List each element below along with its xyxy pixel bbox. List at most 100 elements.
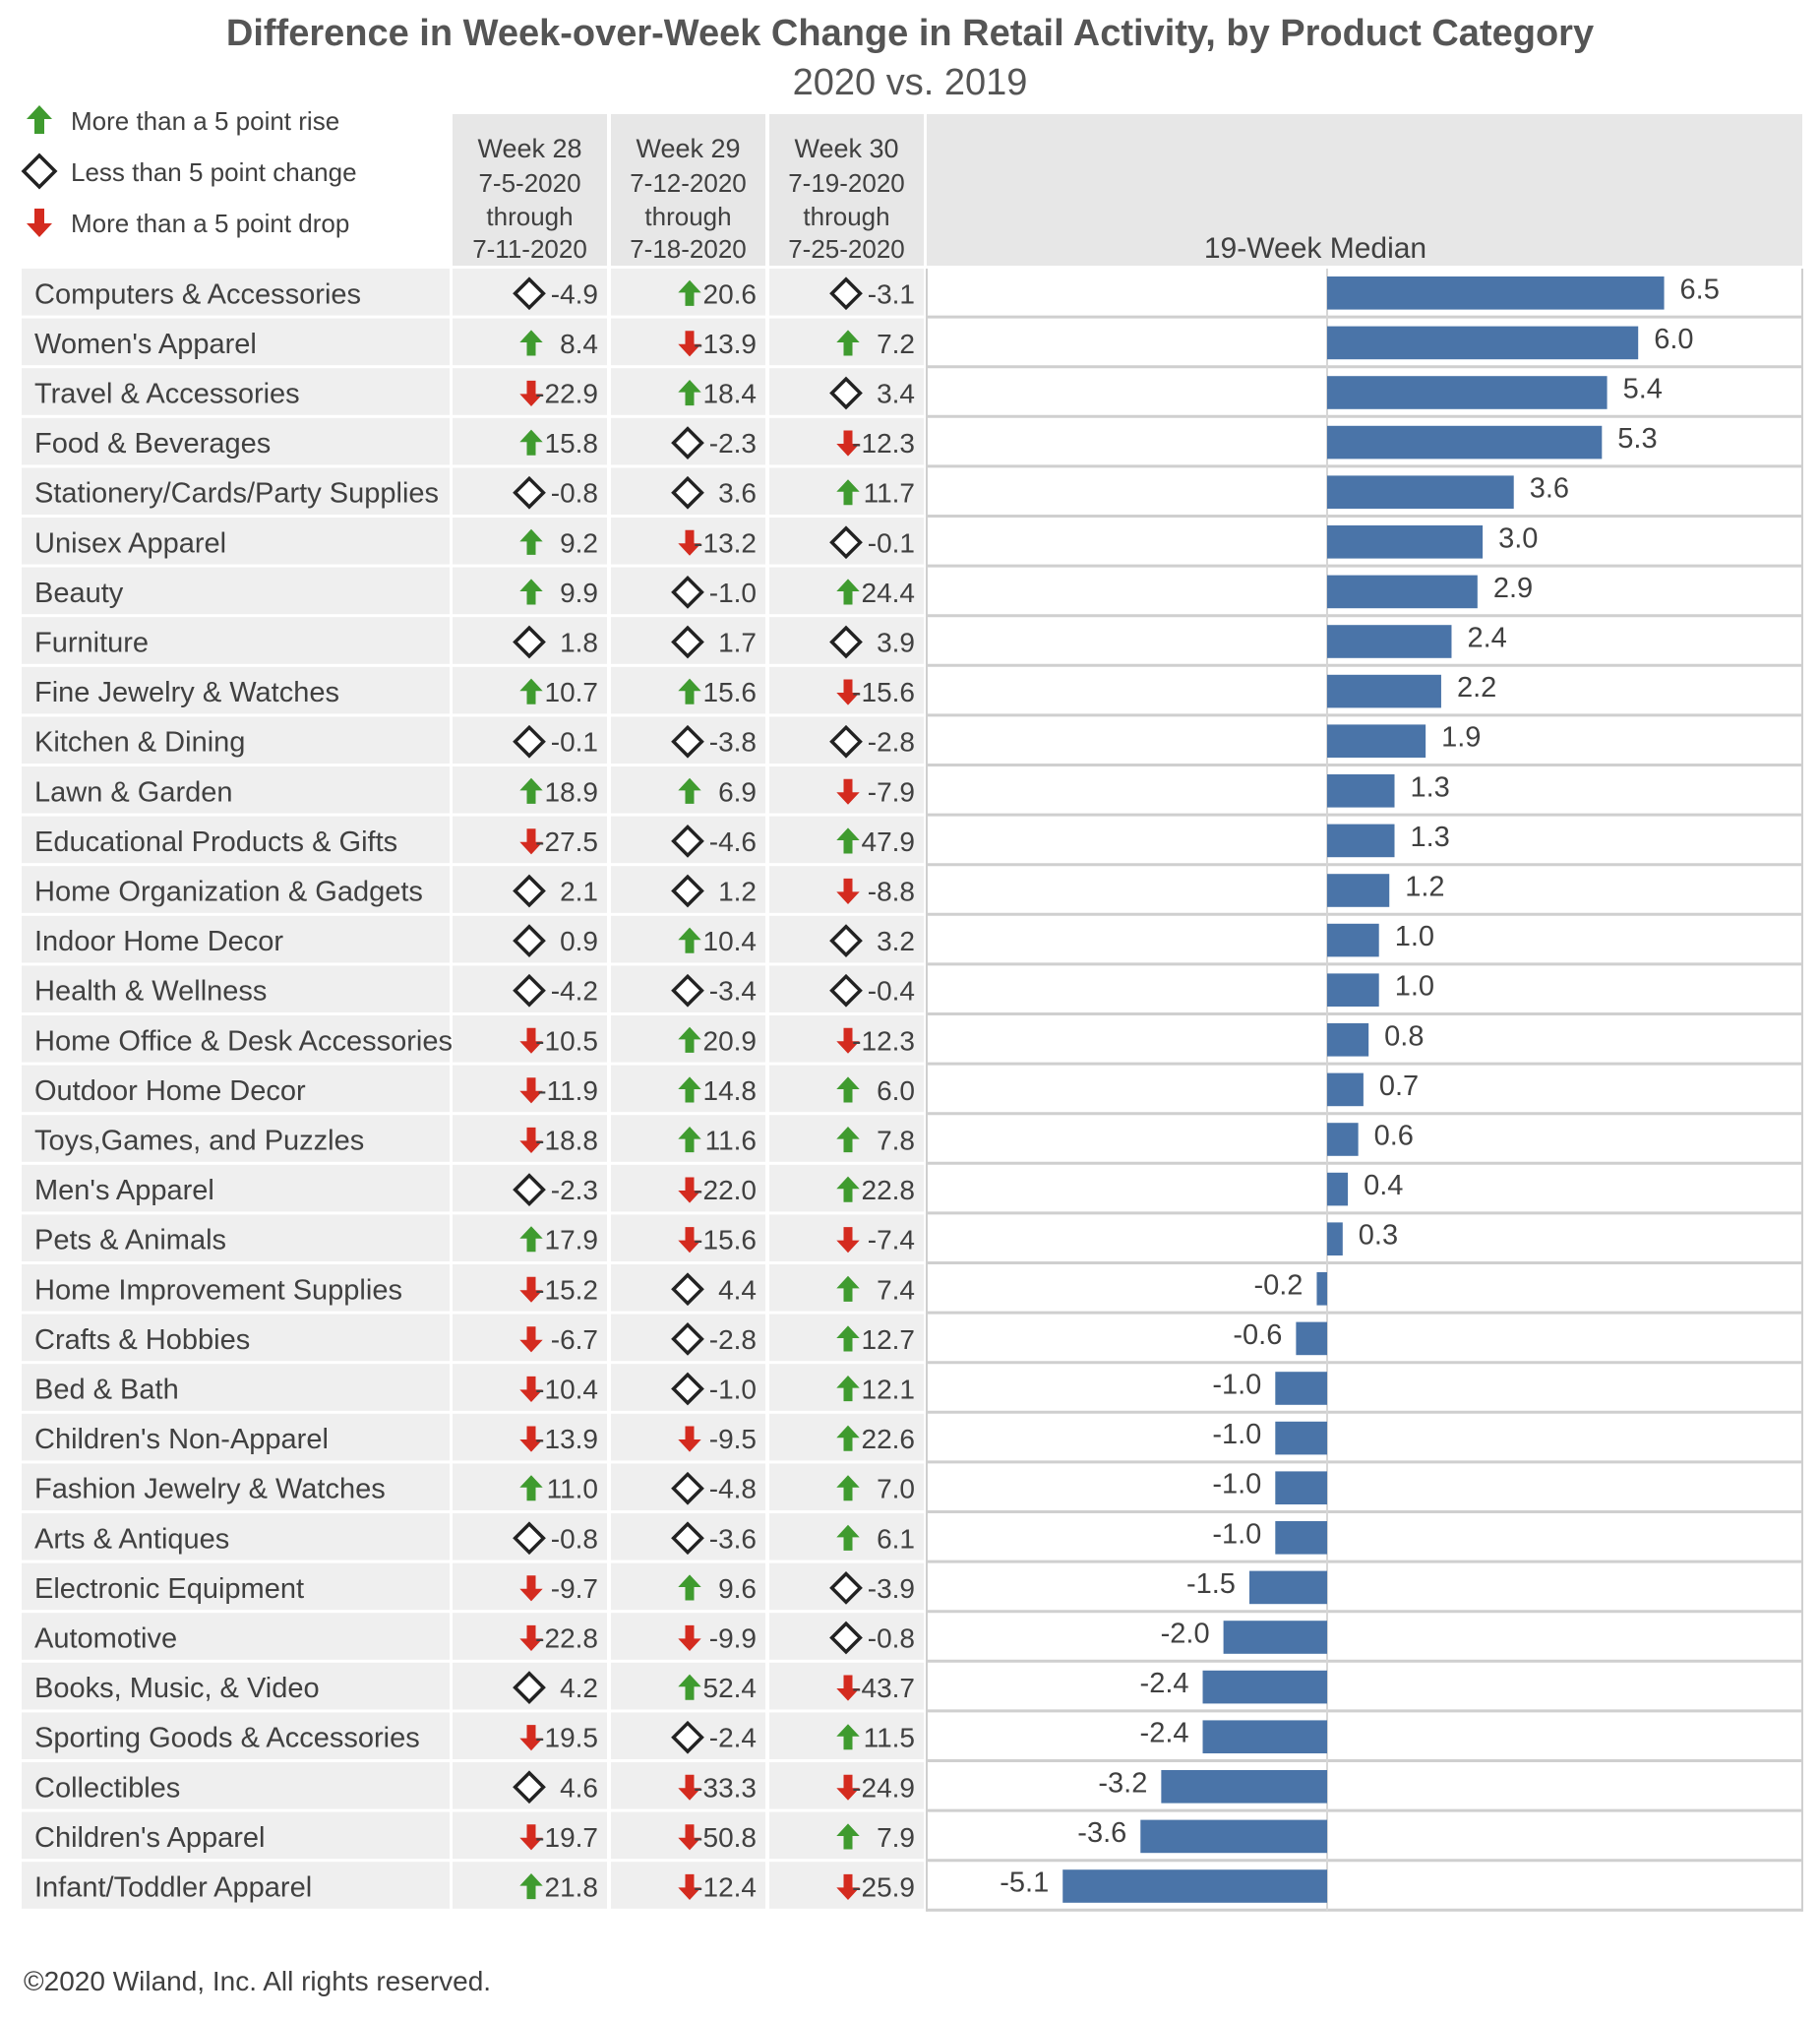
median-value-label: 5.3 (1617, 423, 1657, 455)
change-diamond-icon (513, 1671, 546, 1704)
median-value-label: -1.5 (1186, 1568, 1236, 1600)
median-bar (1161, 1770, 1327, 1804)
median-bar (1327, 1123, 1359, 1156)
median-bar (1296, 1321, 1327, 1356)
week29-value: -2.3 (709, 428, 757, 459)
week28-value: -10.4 (535, 1375, 598, 1405)
median-cell (927, 1463, 1802, 1510)
category-label: Health & Wellness (34, 976, 267, 1008)
change-up-arrow-icon (836, 579, 860, 605)
change-diamond-icon (671, 1372, 704, 1406)
median-bar (1327, 1023, 1369, 1057)
week30-value: 6.0 (877, 1075, 915, 1106)
category-label: Home Office & Desk Accessories (34, 1025, 453, 1057)
median-bar (1327, 824, 1395, 858)
legend-label: More than a 5 point rise (71, 106, 339, 136)
week28-value: -0.8 (551, 478, 598, 509)
change-up-arrow-icon (519, 1226, 543, 1253)
change-up-arrow-icon (519, 1873, 543, 1900)
week28-value: -11.9 (537, 1075, 598, 1106)
change-up-arrow-icon (678, 927, 701, 953)
median-value-label: -5.1 (1000, 1867, 1049, 1899)
median-bar (1275, 1521, 1327, 1555)
change-diamond-icon (671, 1521, 704, 1556)
median-value-label: 1.3 (1411, 771, 1450, 803)
median-bar (1327, 276, 1665, 310)
change-up-arrow-icon (836, 1325, 860, 1352)
week30-value: -43.7 (852, 1673, 915, 1703)
change-down-arrow-icon (836, 1774, 860, 1801)
category-cell (22, 1413, 450, 1461)
week-header-start: 7-12-2020 (630, 168, 747, 198)
change-diamond-icon (671, 973, 704, 1008)
category-cell (22, 1811, 450, 1860)
category-cell (22, 965, 450, 1012)
week28-value: -15.2 (535, 1274, 598, 1305)
median-cell (927, 1862, 1802, 1909)
median-bar (1327, 376, 1608, 409)
change-down-arrow-icon (836, 1027, 860, 1054)
change-down-arrow-icon (519, 380, 543, 406)
change-up-arrow-icon (836, 1425, 860, 1451)
category-label: Kitchen & Dining (34, 727, 245, 759)
change-up-arrow-icon (519, 777, 543, 804)
week29-value: 20.9 (703, 1025, 758, 1056)
category-label: Furniture (34, 628, 149, 659)
category-label: Crafts & Hobbies (34, 1324, 250, 1356)
category-label: Women's Apparel (34, 329, 257, 360)
median-bar (1327, 724, 1426, 758)
category-label: Bed & Bath (34, 1375, 179, 1406)
change-down-arrow-icon (836, 1675, 860, 1701)
change-down-arrow-icon (836, 778, 860, 805)
category-cell (22, 269, 450, 316)
week29-value: -1.0 (709, 1375, 757, 1405)
median-cell (927, 1513, 1802, 1561)
chart-title: Difference in Week-over-Week Change in R… (226, 13, 1594, 54)
week28-value: -19.5 (535, 1723, 598, 1753)
change-down-arrow-icon (519, 1624, 543, 1651)
week28-value: 8.4 (560, 329, 598, 359)
week30-value: 11.5 (864, 1723, 915, 1753)
week30-value: 3.2 (877, 926, 915, 956)
week30-value: 6.1 (877, 1523, 915, 1554)
median-value-label: 0.3 (1359, 1220, 1398, 1252)
week30-value: -7.9 (868, 776, 915, 807)
week28-value: 9.9 (560, 578, 598, 608)
category-label: Infant/Toddler Apparel (34, 1872, 312, 1904)
week30-value: -12.3 (852, 1025, 915, 1056)
week29-value: -13.2 (694, 527, 757, 558)
category-label: Automotive (34, 1623, 177, 1655)
category-label: Collectibles (34, 1772, 180, 1804)
change-up-arrow-icon (836, 1823, 860, 1850)
median-cell (927, 1413, 1802, 1461)
median-value-label: 0.8 (1384, 1020, 1424, 1052)
change-diamond-icon (671, 576, 704, 609)
legend-flat-icon (21, 153, 58, 190)
week29-value: 6.9 (718, 776, 757, 807)
median-value-label: 5.4 (1623, 374, 1663, 405)
week30-value: 7.8 (877, 1126, 915, 1156)
change-diamond-icon (829, 1621, 863, 1655)
week29-value: -13.9 (694, 329, 757, 359)
week30-value: 11.7 (864, 478, 915, 509)
category-cell (22, 666, 450, 714)
change-up-arrow-icon (519, 429, 543, 456)
category-cell (22, 766, 450, 814)
change-up-arrow-icon (519, 1475, 543, 1501)
week29-value: 3.6 (718, 478, 757, 509)
median-value-label: 1.0 (1395, 921, 1434, 952)
change-diamond-icon (829, 924, 863, 957)
median-bar (1327, 326, 1639, 360)
week29-value: 1.7 (718, 628, 757, 658)
change-up-arrow-icon (678, 1574, 701, 1601)
change-up-arrow-icon (836, 330, 860, 356)
week29-value: 10.4 (703, 926, 758, 956)
change-down-arrow-icon (519, 1575, 543, 1602)
median-value-label: 1.2 (1405, 872, 1444, 903)
week30-value: 12.7 (862, 1324, 916, 1355)
week28-value: 9.2 (560, 527, 598, 558)
change-down-arrow-icon (519, 1127, 543, 1153)
week29-value: -4.6 (709, 826, 757, 857)
category-cell (22, 518, 450, 565)
